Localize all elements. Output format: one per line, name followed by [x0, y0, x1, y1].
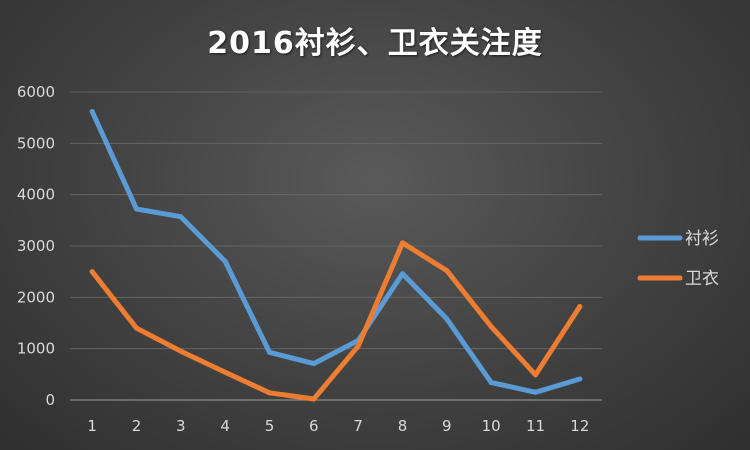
data-point [400, 240, 405, 246]
y-tick-label: 0 [45, 391, 55, 409]
y-tick-label: 2000 [17, 288, 55, 306]
data-point [134, 206, 139, 212]
data-point [311, 396, 317, 402]
legend-label: 卫衣 [685, 269, 719, 289]
data-point [488, 380, 494, 386]
x-tick-label: 12 [570, 417, 589, 435]
data-point [311, 361, 317, 367]
data-point [488, 324, 494, 330]
data-point [533, 372, 538, 378]
legend-label: 衬衫 [685, 229, 719, 249]
x-tick-label: 8 [398, 417, 408, 435]
chart-title: 2016衬衫、卫衣关注度 [207, 26, 543, 61]
data-point [222, 258, 228, 264]
y-tick-label: 1000 [17, 340, 55, 358]
y-tick-label: 4000 [17, 186, 55, 204]
data-point [222, 369, 228, 375]
data-point [89, 109, 95, 115]
data-point [134, 325, 139, 331]
x-tick-label: 6 [309, 417, 319, 435]
data-point [577, 304, 583, 310]
y-tick-label: 5000 [17, 134, 55, 152]
series-line-1 [89, 109, 583, 395]
data-point [400, 271, 405, 277]
gridlines [70, 91, 602, 401]
x-tick-label: 9 [442, 417, 452, 435]
series-line-2 [89, 240, 583, 402]
data-point [89, 269, 95, 275]
x-tick-label: 7 [353, 417, 363, 435]
data-point [178, 348, 184, 354]
data-point [178, 214, 184, 220]
data-point [533, 389, 538, 395]
x-tick-label: 4 [220, 417, 230, 435]
x-tick-label: 11 [526, 417, 545, 435]
data-point [444, 316, 450, 322]
x-tick-label: 10 [482, 417, 501, 435]
x-tick-label: 5 [265, 417, 275, 435]
data-point [267, 390, 272, 396]
y-tick-label: 3000 [17, 237, 55, 255]
data-point [444, 268, 450, 274]
series-lines [89, 109, 583, 402]
x-tick-label: 1 [87, 417, 97, 435]
data-point [355, 343, 361, 349]
data-point [267, 349, 272, 355]
y-tick-label: 6000 [17, 83, 55, 101]
x-tick-label: 2 [132, 417, 142, 435]
x-tick-label: 3 [176, 417, 186, 435]
data-point [577, 376, 583, 382]
